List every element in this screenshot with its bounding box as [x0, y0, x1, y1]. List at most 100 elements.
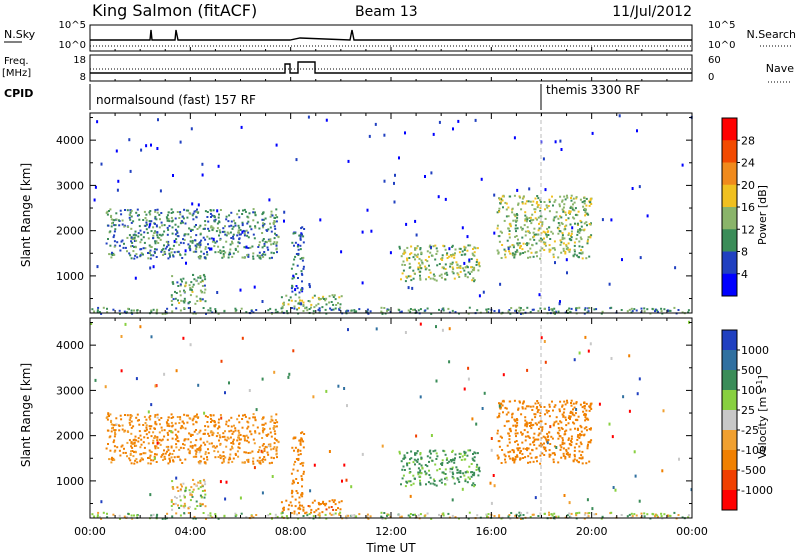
echo-cell: [529, 311, 532, 313]
echo-cell: [256, 426, 259, 429]
noise-cell: [528, 187, 531, 191]
echo-cell: [541, 426, 544, 429]
echo-cell: [192, 250, 195, 253]
echo-cell: [445, 271, 448, 274]
echo-cell: [298, 512, 300, 515]
echo-cell: [218, 213, 220, 216]
echo-cell: [545, 233, 548, 236]
echo-cell: [113, 429, 116, 432]
echo-cell: [381, 312, 384, 315]
colorbar-tick-label: 1000: [741, 344, 769, 357]
echo-cell: [107, 238, 109, 240]
echo-cell: [156, 208, 159, 211]
echo-cell: [412, 269, 415, 272]
echo-cell: [311, 296, 314, 299]
echo-cell: [588, 460, 591, 463]
echo-cell: [184, 284, 187, 287]
echo-cell: [160, 221, 163, 224]
noise-cell: [544, 360, 547, 364]
echo-cell: [533, 208, 536, 211]
echo-cell: [466, 470, 469, 473]
echo-cell: [239, 229, 242, 231]
echo-cell: [543, 406, 546, 408]
echo-cell: [297, 248, 300, 251]
echo-cell: [119, 209, 122, 212]
echo-cell: [329, 307, 332, 310]
echo-cell: [179, 284, 182, 287]
echo-cell: [579, 198, 582, 201]
echo-cell: [521, 406, 524, 409]
echo-cell: [408, 471, 411, 474]
echo-cell: [219, 443, 222, 446]
echo-cell: [432, 450, 435, 453]
echo-cell: [144, 422, 147, 424]
echo-cell: [531, 449, 534, 452]
echo-cell: [433, 278, 436, 281]
noise-cell: [295, 158, 298, 162]
noise-cell: [175, 476, 178, 480]
echo-cell: [453, 482, 456, 485]
echo-cell: [303, 228, 306, 230]
echo-cell: [561, 208, 564, 211]
echo-cell: [431, 459, 434, 462]
echo-cell: [347, 514, 350, 517]
echo-cell: [184, 487, 187, 490]
echo-cell: [267, 228, 270, 231]
echo-cell: [152, 431, 155, 434]
echo-cell: [550, 435, 553, 438]
echo-cell: [197, 416, 199, 419]
echo-cell: [587, 310, 590, 313]
echo-cell: [569, 248, 571, 251]
echo-cell: [159, 238, 162, 241]
echo-cell: [183, 234, 186, 237]
echo-cell: [569, 223, 572, 226]
colorbar-tick-label: -1000: [741, 484, 773, 497]
echo-cell: [297, 482, 299, 484]
echo-cell: [301, 492, 304, 494]
noise-cell: [631, 187, 634, 190]
noise-cell: [275, 143, 278, 147]
echo-cell: [559, 243, 562, 246]
echo-cell: [579, 434, 582, 437]
echo-cell: [184, 458, 187, 461]
echo-cell: [302, 301, 305, 304]
echo-cell: [229, 458, 232, 461]
noise-cell: [435, 325, 437, 329]
echo-cell: [120, 418, 123, 421]
echo-cell: [207, 514, 210, 517]
echo-cell: [218, 439, 220, 442]
echo-cell: [464, 275, 467, 278]
echo-cell: [238, 438, 241, 441]
colorbar-swatch: [722, 273, 737, 297]
echo-cell: [131, 238, 134, 240]
echo-cell: [525, 421, 528, 424]
noise-cell: [633, 450, 636, 454]
y-tick-label: 1000: [56, 475, 84, 488]
echo-cell: [299, 238, 302, 241]
echo-cell: [508, 438, 511, 441]
echo-cell: [398, 245, 401, 248]
echo-cell: [420, 259, 423, 262]
echo-cell: [193, 430, 196, 433]
echo-cell: [252, 413, 255, 416]
echo-cell: [578, 445, 581, 448]
echo-cell: [199, 275, 202, 277]
echo-cell: [573, 241, 576, 244]
echo-cell: [143, 210, 146, 213]
echo-cell: [201, 285, 204, 287]
echo-cell: [161, 249, 164, 252]
echo-cell: [548, 405, 551, 408]
colorbar-swatch: [722, 450, 737, 471]
echo-cell: [476, 514, 479, 517]
echo-cell: [298, 291, 301, 294]
echo-cell: [225, 218, 228, 221]
echo-cell: [560, 426, 563, 429]
echo-cell: [136, 514, 139, 517]
echo-cell: [593, 308, 596, 311]
echo-cell: [402, 269, 405, 272]
echo-cell: [204, 246, 207, 249]
echo-cell: [498, 514, 501, 517]
echo-cell: [287, 303, 290, 306]
echo-cell: [273, 241, 276, 244]
echo-cell: [263, 450, 266, 452]
